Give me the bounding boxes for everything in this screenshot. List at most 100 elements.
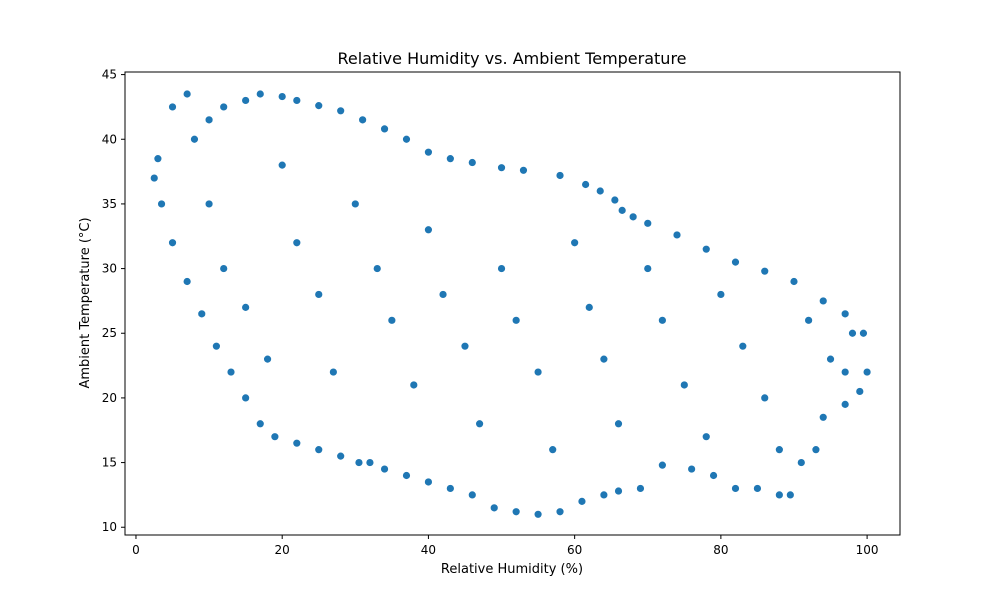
data-point [497,264,506,273]
data-point [804,315,814,325]
data-point [614,486,623,496]
data-point [182,89,192,99]
data-point [292,238,302,248]
y-tick-label: 15 [102,456,117,470]
data-point [679,380,689,390]
data-point [255,89,265,99]
data-point [475,419,484,429]
data-point [511,507,521,517]
data-point [760,266,770,276]
data-point [617,205,627,215]
data-point [731,484,740,493]
data-point [716,290,726,299]
data-point [409,380,419,390]
x-axis: 0 20 40 60 80 100 [132,535,879,557]
data-point [511,315,521,325]
data-point [581,180,591,189]
data-point [643,218,653,228]
data-point [826,354,835,364]
data-point [336,451,346,461]
data-point [519,165,528,175]
data-point [818,296,828,306]
data-point [255,419,265,429]
y-tick-label: 20 [102,391,117,405]
data-point [263,354,272,364]
data-point [157,199,166,209]
data-point [402,134,411,144]
y-tick-label: 45 [102,68,117,82]
data-point [570,238,580,248]
data-point [840,399,850,409]
data-point [643,264,653,273]
data-point [862,367,872,377]
data-point [789,277,799,286]
data-point [467,490,477,500]
data-point [445,154,455,164]
data-point [610,195,620,205]
data-point [687,464,697,474]
data-point [533,367,543,377]
data-point [182,277,192,286]
data-point [785,490,795,500]
data-point [672,230,682,240]
data-point [219,264,229,273]
data-point [402,471,411,480]
data-point [555,171,565,180]
x-tick-label: 40 [421,543,436,557]
data-point [709,471,718,480]
data-point [753,484,762,493]
chart-title: Relative Humidity vs. Ambient Temperatur… [337,49,686,68]
data-point [292,438,302,448]
data-point [533,509,543,519]
data-point [241,302,251,312]
data-point [731,257,740,267]
data-point [584,302,594,312]
data-point [168,102,177,112]
x-axis-label: Relative Humidity (%) [441,562,583,577]
data-point [211,341,221,351]
plot-frame [124,71,901,536]
data-point [424,225,433,235]
data-point [489,503,499,513]
y-axis-label: Ambient Temperature (°C) [78,217,93,388]
y-axis: 10 15 20 25 30 35 40 45 [102,68,125,534]
data-point [460,341,470,351]
x-tick-label: 100 [856,543,879,557]
data-point [350,199,360,209]
data-point [168,238,177,248]
data-point [599,490,609,500]
data-point [628,212,638,222]
point-layer [149,89,872,519]
data-point [859,328,868,338]
data-point [387,315,397,325]
data-point [577,496,587,506]
data-point [614,419,623,429]
data-point [840,367,850,377]
data-point [774,490,784,500]
data-point [270,432,280,442]
data-point [445,484,455,493]
data-point [336,106,346,116]
data-point [701,432,711,442]
x-tick-label: 20 [275,543,290,557]
data-point [701,244,711,254]
data-point [226,367,236,377]
data-point [241,393,251,403]
data-point [548,445,558,455]
data-point [149,173,159,183]
y-tick-label: 40 [102,132,117,146]
data-point [358,115,368,125]
data-point [555,507,565,517]
data-point [738,341,748,351]
data-point [796,458,806,467]
data-point [314,101,324,111]
data-point [774,445,784,455]
data-point [380,124,389,134]
data-point [241,96,251,105]
data-point [292,96,302,105]
data-point [277,160,287,170]
data-point [204,115,214,125]
data-point [219,102,229,112]
data-point [424,147,433,157]
data-point [153,154,163,164]
